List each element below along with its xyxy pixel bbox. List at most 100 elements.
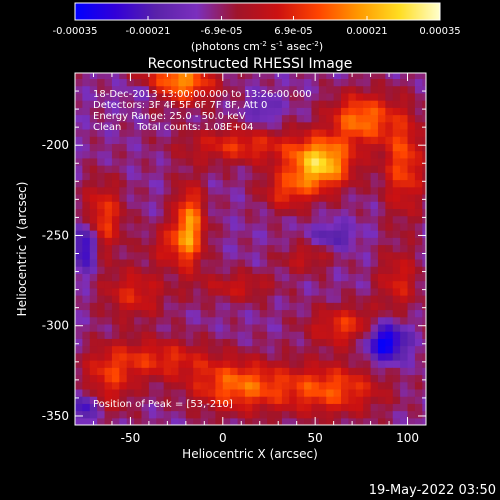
heatmap-cell [185,331,194,339]
heatmap-cell [267,165,276,173]
heatmap-cell [392,73,401,80]
heatmap-cell [185,78,194,87]
heatmap-cell [274,410,283,419]
heatmap-cell [259,100,268,108]
heatmap-cell [348,208,357,217]
heatmap-cell [89,136,98,144]
heatmap-cell [341,273,350,282]
heatmap-cell [422,157,426,166]
heatmap-cell [274,172,283,181]
heatmap-cell [392,295,401,303]
heatmap-cell [156,374,165,383]
heatmap-cell [296,150,305,159]
heatmap-cell [267,100,276,108]
heatmap-cell [252,280,261,289]
heatmap-cell [377,258,386,267]
heatmap-cell [141,309,150,318]
heatmap-cell [148,266,157,274]
heatmap-cell [296,172,305,181]
heatmap-cell [193,85,202,94]
heatmap-cell [222,258,231,267]
heatmap-cell [126,266,135,274]
heatmap-cell [134,287,143,296]
heatmap-cell [208,85,216,94]
heatmap-cell [89,230,98,238]
heatmap-cell [326,352,335,361]
heatmap-cell [97,179,106,188]
heatmap-cell [267,410,276,419]
heatmap-cell [171,295,180,303]
heatmap-cell [304,201,313,209]
heatmap-cell [318,237,327,246]
heatmap-cell [156,403,165,412]
heatmap-cell [222,338,231,347]
heatmap-cell [97,323,106,332]
heatmap-cell [104,258,113,267]
heatmap-cell [82,208,91,217]
heatmap-cell [311,230,320,238]
heatmap-cell [156,193,165,202]
heatmap-cell [385,309,394,318]
heatmap-cell [326,266,335,274]
heatmap-cell [274,157,283,166]
heatmap-cell [414,309,423,318]
heatmap-cell [348,258,357,267]
heatmap-cell [407,215,416,224]
heatmap-cell [200,403,209,412]
heatmap-cell [134,417,143,425]
heatmap-cell [156,381,165,390]
heatmap-cell [333,222,342,231]
heatmap-cell [163,78,172,87]
heatmap-cell [222,266,231,274]
heatmap-cell [355,367,364,376]
heatmap-cell [185,287,194,296]
heatmap-cell [296,280,305,289]
heatmap-cell [385,381,394,390]
heatmap-cell [215,323,224,332]
heatmap-cell [82,237,91,246]
heatmap-cell [156,360,165,368]
heatmap-cell [75,287,83,296]
heatmap-cell [392,201,401,209]
heatmap-cell [237,114,246,123]
heatmap-cell [126,201,135,209]
heatmap-cell [104,338,113,347]
heatmap-cell [267,396,276,404]
heatmap-cell [400,165,409,173]
heatmap-cell [200,230,209,238]
heatmap-cell [281,172,290,181]
heatmap-cell [252,186,261,195]
heatmap-cell [333,143,342,152]
heatmap-cell [333,352,342,361]
heatmap-cell [82,381,91,390]
heatmap-cell [185,121,194,130]
heatmap-cell [215,157,224,166]
heatmap-cell [156,215,165,224]
heatmap-cell [370,345,379,354]
heatmap-cell [193,78,202,87]
heatmap-cell [75,417,83,425]
heatmap-cell [82,186,91,195]
heatmap-cell [311,121,320,130]
heatmap-cell [348,114,357,123]
heatmap-cell [126,403,135,412]
heatmap-cell [333,331,342,339]
heatmap-cell [333,338,342,347]
heatmap-cell [259,78,268,87]
heatmap-cell [193,374,202,383]
heatmap-cell [289,258,298,267]
heatmap-cell [185,186,194,195]
heatmap-cell [296,258,305,267]
heatmap-cell [370,244,379,253]
heatmap-cell [82,92,91,101]
heatmap-cell [222,287,231,296]
heatmap-cell [75,230,83,238]
heatmap-cell [252,287,261,296]
heatmap-cell [333,107,342,116]
heatmap-cell [370,367,379,376]
heatmap-cell [148,237,157,246]
heatmap-cell [230,237,239,246]
heatmap-cell [156,396,165,404]
heatmap-cell [414,100,423,108]
heatmap-cell [244,403,253,412]
